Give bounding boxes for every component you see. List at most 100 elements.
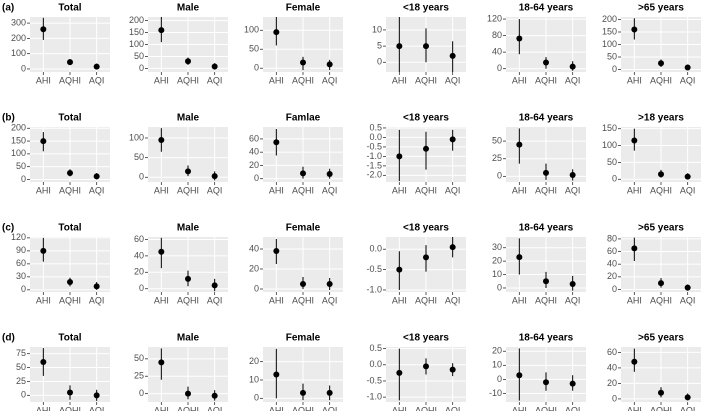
x-tick-label: AHI [627, 185, 642, 195]
point [300, 281, 306, 287]
x-tick-label: AQHI [415, 405, 437, 411]
x-tick-label: AQHI [415, 185, 437, 195]
y-tick-label: 120 [11, 232, 26, 242]
point [326, 61, 333, 68]
point [543, 169, 549, 176]
point [40, 26, 47, 33]
panel-title: >65 years [638, 333, 684, 344]
y-tick-label: 0 [254, 283, 259, 293]
point [158, 359, 165, 366]
x-tick-label: AHI [154, 405, 169, 411]
point [423, 145, 429, 152]
y-tick-label: 60 [134, 234, 144, 244]
panel-title: Male [177, 223, 200, 234]
x-tick-label: AQHI [292, 75, 314, 85]
y-tick-label: 25 [492, 153, 502, 163]
y-tick-label: 0 [139, 172, 144, 182]
point [569, 63, 576, 70]
x-tick-label: AQHI [59, 75, 81, 85]
x-tick-label: AQHI [535, 185, 557, 195]
panel-title: >18 years [638, 113, 684, 124]
y-tick-label: 30 [16, 271, 26, 281]
point [326, 281, 333, 287]
point [423, 363, 429, 370]
panel-title: <18 years [403, 3, 449, 14]
point [631, 137, 638, 144]
y-tick-label: 0 [497, 171, 502, 181]
point [684, 394, 691, 401]
y-tick-label: 20 [492, 256, 502, 266]
x-tick-label: AQHI [535, 295, 557, 305]
panel-title: >65 years [638, 223, 684, 234]
point [326, 171, 333, 178]
y-tick-label: -2.0 [366, 170, 382, 180]
point [569, 171, 576, 178]
point [273, 29, 280, 36]
point [631, 26, 638, 33]
y-tick-label: 80 [492, 30, 502, 40]
x-tick-label: AQHI [59, 405, 81, 411]
y-tick-label: -10 [489, 388, 502, 398]
point [273, 248, 280, 254]
panel-title: Total [58, 223, 81, 234]
x-tick-label: AQI [565, 295, 581, 305]
point [396, 369, 403, 376]
point [300, 59, 306, 66]
y-tick-label: 40 [249, 147, 259, 157]
point [211, 173, 218, 180]
point [185, 58, 191, 65]
y-tick-label: 0 [21, 390, 26, 400]
panel-title: <18 years [403, 223, 449, 234]
row-label: (c) [2, 223, 14, 234]
point [396, 43, 403, 50]
y-tick-label: 50 [134, 152, 144, 162]
panel-title: Famlae [286, 113, 321, 124]
y-tick-label: 150 [11, 135, 26, 145]
x-tick-label: AHI [512, 405, 527, 411]
y-tick-label: 0 [612, 64, 617, 74]
x-tick-label: AHI [154, 295, 169, 305]
y-tick-label: 0 [139, 388, 144, 398]
x-tick-label: AQHI [59, 185, 81, 195]
point [93, 283, 100, 290]
point [158, 27, 165, 34]
y-tick-label: 0 [254, 173, 259, 183]
y-tick-label: 20 [249, 160, 259, 170]
y-tick-label: 100 [244, 25, 259, 35]
y-tick-label: 30 [492, 242, 502, 252]
x-tick-label: AQI [207, 295, 223, 305]
y-tick-label: 20 [607, 378, 617, 388]
point [273, 371, 280, 378]
point [684, 173, 691, 180]
y-tick-label: 0 [139, 283, 144, 293]
point [185, 168, 191, 175]
row-label: (a) [2, 3, 14, 14]
point [658, 60, 664, 67]
point [631, 245, 638, 252]
point [40, 247, 47, 254]
x-tick-label: AQI [680, 185, 696, 195]
point [211, 282, 218, 289]
y-tick-label: 0 [377, 57, 382, 67]
y-tick-label: 25 [134, 371, 144, 381]
x-tick-label: AQHI [177, 75, 199, 85]
x-tick-label: AQI [565, 185, 581, 195]
x-tick-label: AQI [445, 75, 461, 85]
point [543, 59, 549, 66]
x-tick-label: AQHI [292, 295, 314, 305]
point [67, 170, 73, 177]
point [300, 389, 306, 396]
y-tick-label: 0.0 [369, 359, 382, 369]
point [569, 380, 576, 387]
x-tick-label: AQHI [650, 75, 672, 85]
x-tick-label: AQI [89, 185, 105, 195]
y-tick-label: -0.5 [366, 264, 382, 274]
y-tick-label: 200 [11, 123, 26, 133]
panel-title: Total [58, 333, 81, 344]
panel-title: 18-64 years [519, 3, 574, 14]
x-tick-label: AHI [36, 75, 51, 85]
x-tick-label: AQHI [177, 185, 199, 195]
x-tick-label: AHI [36, 185, 51, 195]
x-tick-label: AQI [565, 405, 581, 411]
